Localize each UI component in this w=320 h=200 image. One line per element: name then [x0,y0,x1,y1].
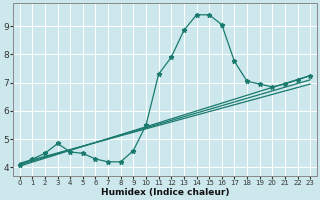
X-axis label: Humidex (Indice chaleur): Humidex (Indice chaleur) [101,188,229,197]
